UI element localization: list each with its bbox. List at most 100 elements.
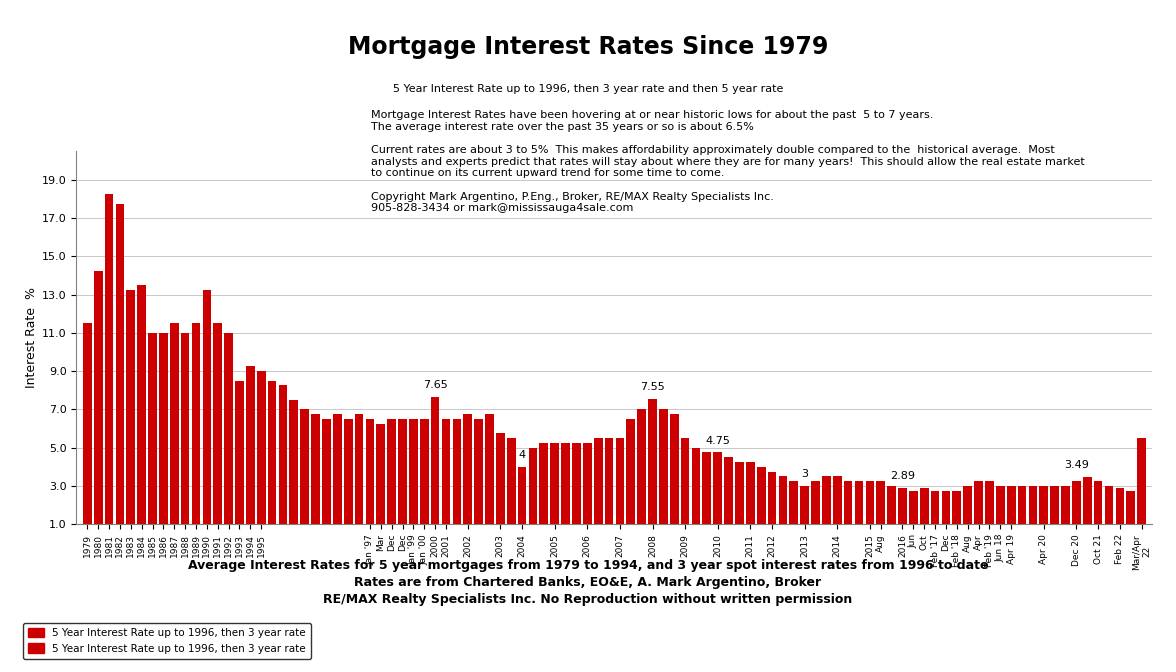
Bar — [691, 448, 701, 543]
Bar — [1116, 488, 1124, 543]
Bar — [225, 333, 233, 543]
Bar — [887, 486, 896, 543]
Bar — [724, 457, 733, 543]
Bar — [83, 323, 92, 543]
Bar — [953, 491, 961, 543]
Bar — [942, 491, 950, 543]
Bar — [963, 486, 973, 543]
Bar — [181, 333, 189, 543]
Bar — [138, 285, 146, 543]
Bar — [604, 438, 614, 543]
Bar — [192, 323, 200, 543]
Bar — [105, 194, 113, 543]
Bar — [866, 481, 874, 543]
Bar — [279, 386, 287, 543]
Bar — [213, 323, 222, 543]
Bar — [572, 443, 581, 543]
Bar — [289, 400, 299, 543]
Bar — [1050, 486, 1060, 543]
Bar — [594, 438, 602, 543]
Bar — [496, 433, 505, 543]
Bar — [540, 443, 548, 543]
Bar — [148, 333, 156, 543]
Bar — [366, 419, 374, 543]
Bar — [735, 462, 743, 543]
Bar — [615, 438, 624, 543]
Bar — [627, 419, 635, 543]
Bar — [256, 371, 266, 543]
Bar — [486, 414, 494, 543]
Text: Mortgage Interest Rates have been hovering at or near historic lows for about th: Mortgage Interest Rates have been hoveri… — [370, 110, 1084, 213]
Bar — [528, 448, 537, 543]
Bar — [322, 419, 330, 543]
Bar — [550, 443, 559, 543]
Text: 3.49: 3.49 — [1064, 460, 1089, 470]
Bar — [1104, 486, 1114, 543]
Bar — [637, 409, 646, 543]
Bar — [822, 476, 830, 543]
Bar — [1127, 491, 1135, 543]
Bar — [300, 409, 309, 543]
Bar — [648, 399, 657, 543]
Bar — [159, 333, 168, 543]
Bar — [1029, 486, 1037, 543]
Bar — [235, 381, 243, 543]
Bar — [453, 419, 461, 543]
Bar — [1083, 476, 1091, 543]
Bar — [561, 443, 570, 543]
Bar — [343, 419, 353, 543]
Bar — [517, 467, 527, 543]
Bar — [779, 476, 787, 543]
Text: Mortgage Interest Rates Since 1979: Mortgage Interest Rates Since 1979 — [348, 35, 828, 59]
Bar — [746, 462, 755, 543]
Bar — [714, 452, 722, 543]
Bar — [801, 486, 809, 543]
Y-axis label: Interest Rate  %: Interest Rate % — [25, 287, 38, 388]
Bar — [659, 409, 668, 543]
Bar — [1007, 486, 1016, 543]
Bar — [930, 491, 940, 543]
Bar — [463, 414, 472, 543]
Text: Rates are from Chartered Banks, EO&E, A. Mark Argentino, Broker: Rates are from Chartered Banks, EO&E, A.… — [354, 576, 822, 589]
Bar — [789, 481, 799, 543]
Bar — [409, 419, 417, 543]
Bar — [855, 481, 863, 543]
Bar — [1061, 486, 1070, 543]
Bar — [833, 476, 842, 543]
Bar — [1017, 486, 1027, 543]
Text: 7.65: 7.65 — [422, 380, 448, 390]
Bar — [757, 467, 766, 543]
Text: 7.55: 7.55 — [640, 382, 664, 392]
Bar — [474, 419, 483, 543]
Bar — [1040, 486, 1048, 543]
Text: 3: 3 — [801, 469, 808, 479]
Bar — [1137, 438, 1145, 543]
Bar — [670, 414, 679, 543]
Text: 5 Year Interest Rate up to 1996, then 3 year rate and then 5 year rate: 5 Year Interest Rate up to 1996, then 3 … — [393, 84, 783, 94]
Bar — [996, 486, 1004, 543]
Bar — [399, 419, 407, 543]
Bar — [115, 204, 125, 543]
Text: RE/MAX Realty Specialists Inc. No Reproduction without written permission: RE/MAX Realty Specialists Inc. No Reprod… — [323, 593, 853, 605]
Bar — [909, 491, 917, 543]
Bar — [898, 488, 907, 543]
Text: 2.89: 2.89 — [890, 471, 915, 481]
Bar — [127, 290, 135, 543]
Bar — [376, 424, 385, 543]
Bar — [268, 381, 276, 543]
Text: Average Interest Rates for 5 year mortgages from 1979 to 1994, and 3 year spot i: Average Interest Rates for 5 year mortga… — [188, 559, 988, 572]
Bar — [702, 452, 711, 543]
Bar — [202, 290, 212, 543]
Bar — [169, 323, 179, 543]
Bar — [920, 488, 929, 543]
Bar — [442, 419, 450, 543]
Legend: 5 Year Interest Rate up to 1996, then 3 year rate, 5 Year Interest Rate up to 19: 5 Year Interest Rate up to 1996, then 3 … — [22, 623, 310, 659]
Bar — [420, 419, 428, 543]
Bar — [355, 414, 363, 543]
Bar — [430, 397, 440, 543]
Bar — [246, 366, 255, 543]
Bar — [333, 414, 342, 543]
Bar — [1073, 481, 1081, 543]
Bar — [94, 271, 102, 543]
Bar — [387, 419, 396, 543]
